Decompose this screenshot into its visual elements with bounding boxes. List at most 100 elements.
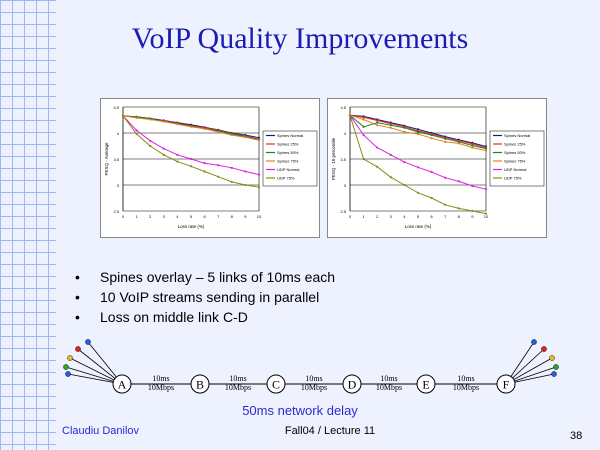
data-point xyxy=(376,121,379,124)
legend-label: UDP 75% xyxy=(504,176,522,181)
chart-pesq-10-percentile-svg: 2.5 3 3.5 4 4.5 0 1 2 3 4 5 6 7 8 9 10 Loss rate (%) PESQ… xyxy=(331,105,545,229)
link-delay-label: 10ms xyxy=(229,374,246,383)
overlay-node-label: F xyxy=(503,378,510,392)
data-point xyxy=(471,209,474,213)
data-point xyxy=(484,149,488,152)
data-point xyxy=(471,184,474,188)
host-node xyxy=(551,371,557,377)
overlay-node-label: D xyxy=(348,378,357,392)
data-point xyxy=(457,142,460,145)
data-point xyxy=(189,157,193,161)
chart-pesq-average-svg: 2.5 3 3.5 4 4.5 0 1 2 3 4 5 6 7 8 9 10 Loss rate (%) PESQ… xyxy=(104,105,318,229)
link-delay-label: 10ms xyxy=(457,374,474,383)
data-point xyxy=(189,165,193,168)
network-topology-diagram: 10ms10Mbps10ms10Mbps10ms10Mbps10ms10Mbps… xyxy=(63,339,559,394)
x-tick-label: 5 xyxy=(417,214,420,219)
data-point xyxy=(389,153,392,156)
data-point xyxy=(244,136,247,139)
host-link xyxy=(69,357,123,385)
legend-label: UDP Normal xyxy=(504,167,526,172)
host-link xyxy=(65,366,123,385)
x-tick-label: 10 xyxy=(257,214,262,219)
data-point xyxy=(149,144,152,148)
data-point xyxy=(257,139,261,142)
overlay-node xyxy=(190,374,210,394)
data-point xyxy=(176,153,179,156)
x-tick-label: 0 xyxy=(349,214,352,219)
data-point xyxy=(444,137,447,140)
data-point xyxy=(471,146,474,149)
x-tick-label: 7 xyxy=(217,214,220,219)
link-delay-label: 10ms xyxy=(152,374,169,383)
data-point xyxy=(230,133,233,137)
slide-title: VoIP Quality Improvements xyxy=(131,22,469,55)
x-tick-label: 1 xyxy=(135,214,138,219)
x-tick-label: 8 xyxy=(231,214,234,219)
data-point xyxy=(217,175,220,178)
overlay-node xyxy=(496,374,516,394)
data-point xyxy=(162,147,165,150)
data-point xyxy=(416,128,420,131)
link-bandwidth-label: 10Mbps xyxy=(148,383,174,392)
x-tick-label: 8 xyxy=(458,214,461,219)
x-tick-label: 10 xyxy=(484,214,489,219)
y-tick-label: 4 xyxy=(344,131,347,136)
overlay-node xyxy=(266,374,286,394)
data-point xyxy=(430,170,433,174)
host-node xyxy=(549,355,555,361)
x-tick-label: 3 xyxy=(390,214,393,219)
legend-label: Spines Normal xyxy=(504,133,530,138)
data-point xyxy=(230,166,233,169)
x-tick-label: 9 xyxy=(471,214,474,219)
legend-label: Spines 50% xyxy=(277,150,299,155)
data-point xyxy=(471,142,474,146)
data-point xyxy=(376,146,379,149)
link-bandwidth-label: 10Mbps xyxy=(225,383,251,392)
x-tick-label: 6 xyxy=(430,214,433,219)
data-point xyxy=(389,124,392,127)
data-point xyxy=(403,161,406,164)
data-point xyxy=(362,118,365,121)
data-point xyxy=(376,165,379,168)
y-tick-label: 3 xyxy=(117,183,120,188)
data-point xyxy=(149,118,152,121)
data-point xyxy=(257,185,261,189)
bullet-item: Loss on middle link C-D xyxy=(70,307,335,327)
data-point xyxy=(457,207,460,210)
data-point xyxy=(362,125,365,128)
data-point xyxy=(244,183,247,187)
data-point xyxy=(121,114,125,117)
data-point xyxy=(135,132,138,136)
data-point xyxy=(217,164,220,167)
data-point xyxy=(403,130,406,134)
data-point xyxy=(389,176,392,179)
host-node xyxy=(541,346,547,352)
data-point xyxy=(471,144,474,147)
link-bandwidth-label: 10Mbps xyxy=(453,383,479,392)
link-delay-label: 10ms xyxy=(305,374,322,383)
data-point xyxy=(403,183,406,187)
author-name: Claudiu Danilov xyxy=(62,425,140,437)
x-tick-label: 6 xyxy=(203,214,206,219)
data-point xyxy=(176,123,179,126)
link-bandwidth-label: 10Mbps xyxy=(376,383,402,392)
data-point xyxy=(416,130,420,134)
legend-label: UDP 75% xyxy=(277,176,295,181)
data-point xyxy=(362,133,365,137)
host-node xyxy=(531,339,537,345)
network-delay-caption: 50ms network delay xyxy=(242,403,358,418)
host-node xyxy=(85,339,91,345)
data-point xyxy=(217,130,220,134)
data-point xyxy=(230,180,233,183)
legend-label: Spines 75% xyxy=(277,159,299,164)
data-point xyxy=(348,114,352,117)
link-bandwidth-label: 10Mbps xyxy=(301,383,327,392)
host-node xyxy=(553,364,559,370)
data-point xyxy=(430,196,433,200)
data-point xyxy=(203,127,206,130)
overlay-node-label: A xyxy=(118,378,127,392)
data-point xyxy=(430,133,433,137)
y-tick-label: 3 xyxy=(344,183,347,188)
legend-box xyxy=(489,130,545,187)
